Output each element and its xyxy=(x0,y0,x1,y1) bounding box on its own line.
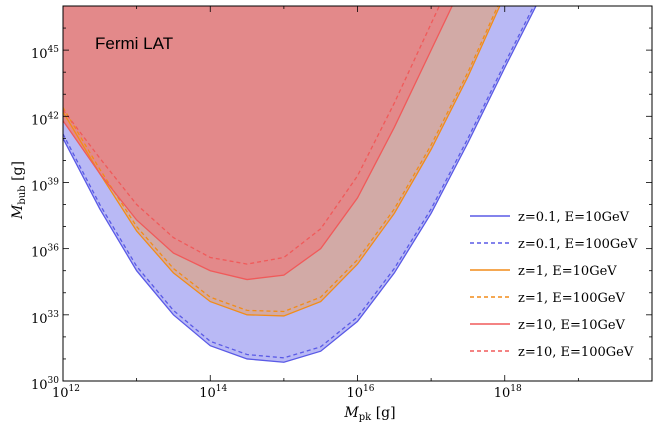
legend-label-2: z=0.1, E=100GeV xyxy=(518,237,638,252)
legend-label-6: z=10, E=100GeV xyxy=(518,345,634,360)
y-tick-label: 1045 xyxy=(31,45,59,62)
legend-label-1: z=0.1, E=10GeV xyxy=(518,210,630,225)
y-axis-label: Mbub [g] xyxy=(10,161,28,220)
x-axis-label: Mpk [g] xyxy=(343,405,395,423)
x-tick-label: 1018 xyxy=(494,384,522,401)
x-axis-symbol: M xyxy=(343,405,359,421)
legend-label-4: z=1, E=100GeV xyxy=(518,291,626,306)
legend-label-3: z=1, E=10GeV xyxy=(518,264,617,279)
y-axis-unit: [g] xyxy=(10,161,26,181)
legend-label-5: z=10, E=10GeV xyxy=(518,318,626,333)
y-tick-label: 1042 xyxy=(31,111,59,128)
y-tick-label: 1039 xyxy=(31,177,59,194)
y-tick-label: 1033 xyxy=(31,310,59,327)
x-tick-label: 1014 xyxy=(199,384,227,401)
y-tick-label: 1036 xyxy=(31,244,59,261)
x-tick-labels: 1012 1014 1016 1018 xyxy=(52,384,522,401)
x-axis-subscript: pk xyxy=(359,412,372,423)
y-axis-subscript: bub xyxy=(17,185,28,204)
y-axis-symbol: M xyxy=(10,204,26,220)
x-tick-label: 1016 xyxy=(347,384,375,401)
x-axis-unit: [g] xyxy=(376,405,396,421)
chart-title: Fermi LAT xyxy=(95,34,173,53)
x-tick-label: 1012 xyxy=(52,384,80,401)
